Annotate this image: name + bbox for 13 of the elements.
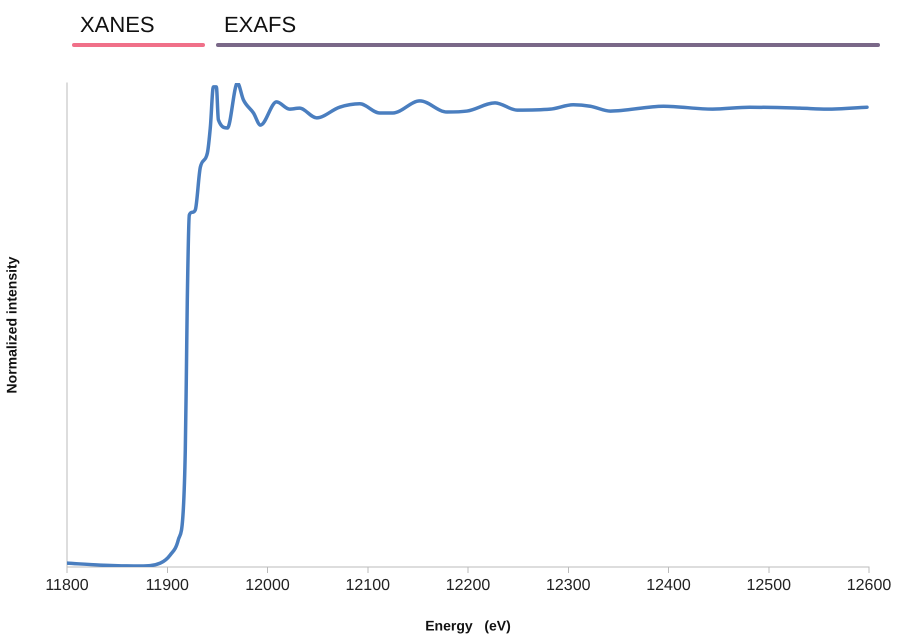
x-tick-label: 11800 (45, 577, 89, 594)
x-tick-label: 12600 (846, 577, 892, 594)
x-tick-label: 12100 (346, 577, 390, 594)
x-tick-label: 12500 (746, 577, 792, 594)
y-axis-title: Normalized intensity (3, 256, 20, 394)
x-tick-label: 12200 (446, 577, 490, 594)
x-tick-label: 12000 (245, 577, 290, 594)
x-tick-label: 12400 (646, 577, 691, 594)
text: XANES (80, 12, 155, 38)
x-axis-title: Energy (eV) (425, 617, 511, 634)
x-tick-label: 12300 (546, 577, 591, 594)
text: EXAFS (224, 12, 296, 38)
x-tick-label: 11900 (146, 577, 189, 594)
